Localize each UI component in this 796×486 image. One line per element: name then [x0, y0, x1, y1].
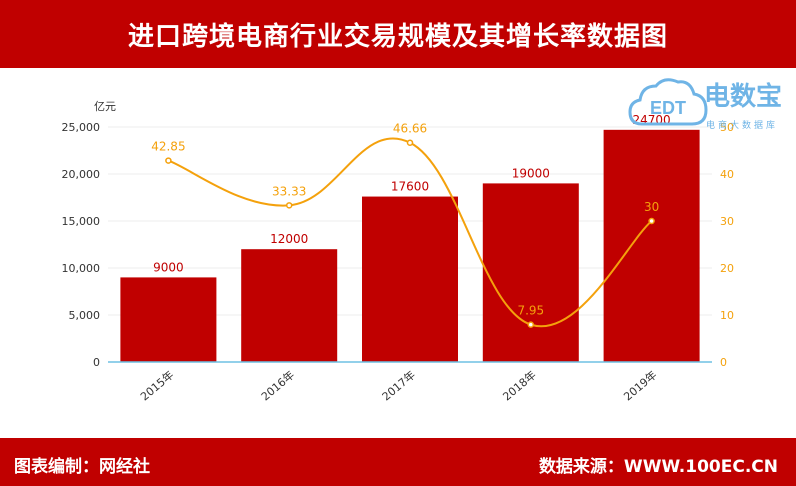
growth-rate-point [165, 157, 172, 164]
y2-tick-label: 0 [720, 356, 727, 369]
growth-rate-label: 42.85 [151, 140, 185, 154]
bar [603, 129, 700, 362]
y-tick-label: 0 [93, 356, 100, 369]
bar [241, 249, 338, 362]
footer-source: 数据来源：WWW.100EC.CN [538, 457, 778, 477]
growth-rate-point [527, 321, 535, 328]
growth-rate-label: 7.95 [517, 304, 544, 318]
y-tick-label: 25,000 [62, 121, 101, 134]
logo-tagline: 电商大数据库 [706, 121, 779, 131]
growth-rate-label: 30 [644, 200, 659, 214]
x-tick-label: 2016年 [258, 368, 297, 404]
chart: 0 5,000 10,000 15,000 20,000 25,000 0 10 20 30 40 5… [62, 100, 735, 404]
y2-tick-label: 10 [720, 309, 734, 322]
bar-value-label: 17600 [391, 180, 429, 194]
growth-rate-label: 46.66 [393, 122, 427, 136]
watermark-logo: EDT 电数宝 电商大数据库 [628, 74, 790, 136]
growth-rate-point [648, 217, 655, 225]
logo-abbr: EDT [650, 98, 686, 118]
y2-tick-label: 50 [720, 121, 734, 134]
page-title: 进口跨境电商行业交易规模及其增长率数据图 [127, 21, 668, 52]
y-tick-label: 20,000 [62, 168, 101, 181]
y-tick-label: 10,000 [62, 262, 101, 275]
y-unit-label: 亿元 [94, 100, 116, 113]
growth-rate-label: 33.33 [272, 184, 306, 198]
x-tick-label: 2019年 [621, 368, 660, 404]
bar-value-label: 9000 [153, 260, 184, 274]
y2-tick-label: 20 [720, 262, 734, 275]
title-banner: 进口跨境电商行业交易规模及其增长率数据图 [0, 0, 796, 68]
bar-value-label: 19000 [512, 166, 550, 180]
bar [120, 277, 217, 362]
x-tick-label: 2015年 [137, 368, 176, 404]
y2-tick-label: 40 [720, 168, 734, 181]
growth-rate-line [168, 137, 653, 328]
x-tick-label: 2017年 [379, 368, 418, 404]
y2-tick-label: 30 [720, 215, 734, 228]
growth-rate-point [406, 139, 414, 146]
cloud-icon: EDT [628, 78, 708, 126]
y-tick-label: 15,000 [62, 215, 101, 228]
growth-rate-point [285, 202, 293, 209]
footer-credit: 图表编制：网经社 [14, 457, 150, 477]
x-tick-label: 2018年 [500, 368, 539, 404]
bar [362, 196, 458, 362]
y-tick-label: 5,000 [69, 309, 101, 322]
bar [482, 183, 579, 362]
footer-bar: 图表编制：网经社 数据来源：WWW.100EC.CN [0, 438, 796, 486]
logo-name: 电数宝 [704, 82, 783, 112]
bar-value-label: 12000 [270, 232, 308, 246]
